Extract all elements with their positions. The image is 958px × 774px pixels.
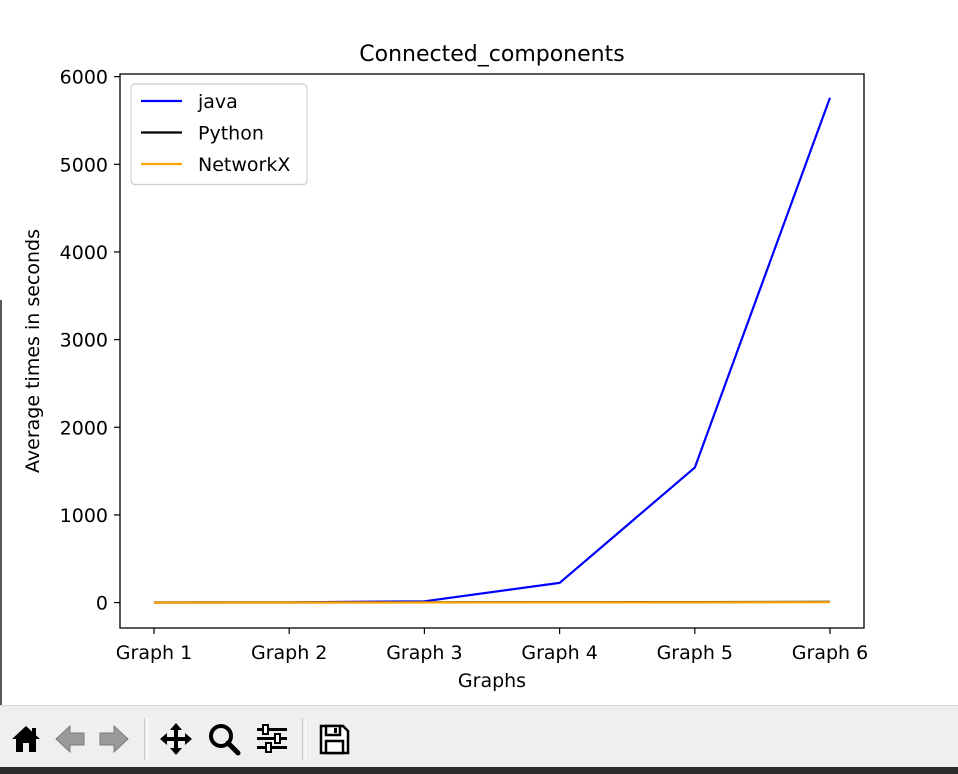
x-tick-label: Graph 5 [657,642,733,664]
home-icon [12,726,40,752]
legend-label: NetworkX [198,154,290,176]
x-tick-label: Graph 2 [251,642,327,664]
move-icon [160,723,192,755]
y-tick-label: 2000 [60,417,108,439]
y-tick-label: 0 [96,593,108,615]
floppy-disk-icon [319,724,350,755]
magnifier-icon [209,724,241,756]
arrow-left-icon [55,724,85,754]
zoom-button[interactable] [206,719,242,759]
y-tick-label: 6000 [60,67,108,89]
y-tick-label: 1000 [60,505,108,527]
y-tick-label: 4000 [60,242,108,264]
sliders-icon [257,724,287,753]
x-tick-label: Graph 4 [521,642,597,664]
figure: Graph 1 Graph 2 Graph 3 Graph 4 Graph 5 Graph… [0,42,869,705]
y-axis-label: Average times in seconds [22,229,44,473]
legend: java Python NetworkX [130,83,308,186]
configure-subplots-button[interactable] [254,719,290,759]
forward-button[interactable] [96,719,132,759]
navigation-toolbar [0,705,958,767]
x-tick-label: Graph 1 [116,642,192,664]
series-lines [153,97,832,604]
x-tick-label: Graph 6 [792,642,868,664]
save-button[interactable] [316,719,352,759]
x-axis-label: Graphs [458,670,526,692]
legend-label: java [197,91,238,113]
pan-button[interactable] [158,719,194,759]
arrow-right-icon [99,724,129,754]
window-bottom-border [0,767,958,774]
y-tick-label: 5000 [60,154,108,176]
legend-label: Python [198,123,264,145]
x-tick-label: Graph 3 [386,642,462,664]
ticks: Graph 1 Graph 2 Graph 3 Graph 4 Graph 5 Graph… [60,67,869,664]
home-button[interactable] [8,719,44,759]
line-chart: Graph 1 Graph 2 Graph 3 Graph 4 Graph 5 Graph… [22,42,869,692]
chart-title: Connected_components [359,42,624,67]
toolbar-separator [144,718,148,760]
y-tick-label: 3000 [60,330,108,352]
back-button[interactable] [52,719,88,759]
toolbar-separator [302,718,306,760]
legend-box [130,83,308,186]
window-edge [0,300,2,705]
